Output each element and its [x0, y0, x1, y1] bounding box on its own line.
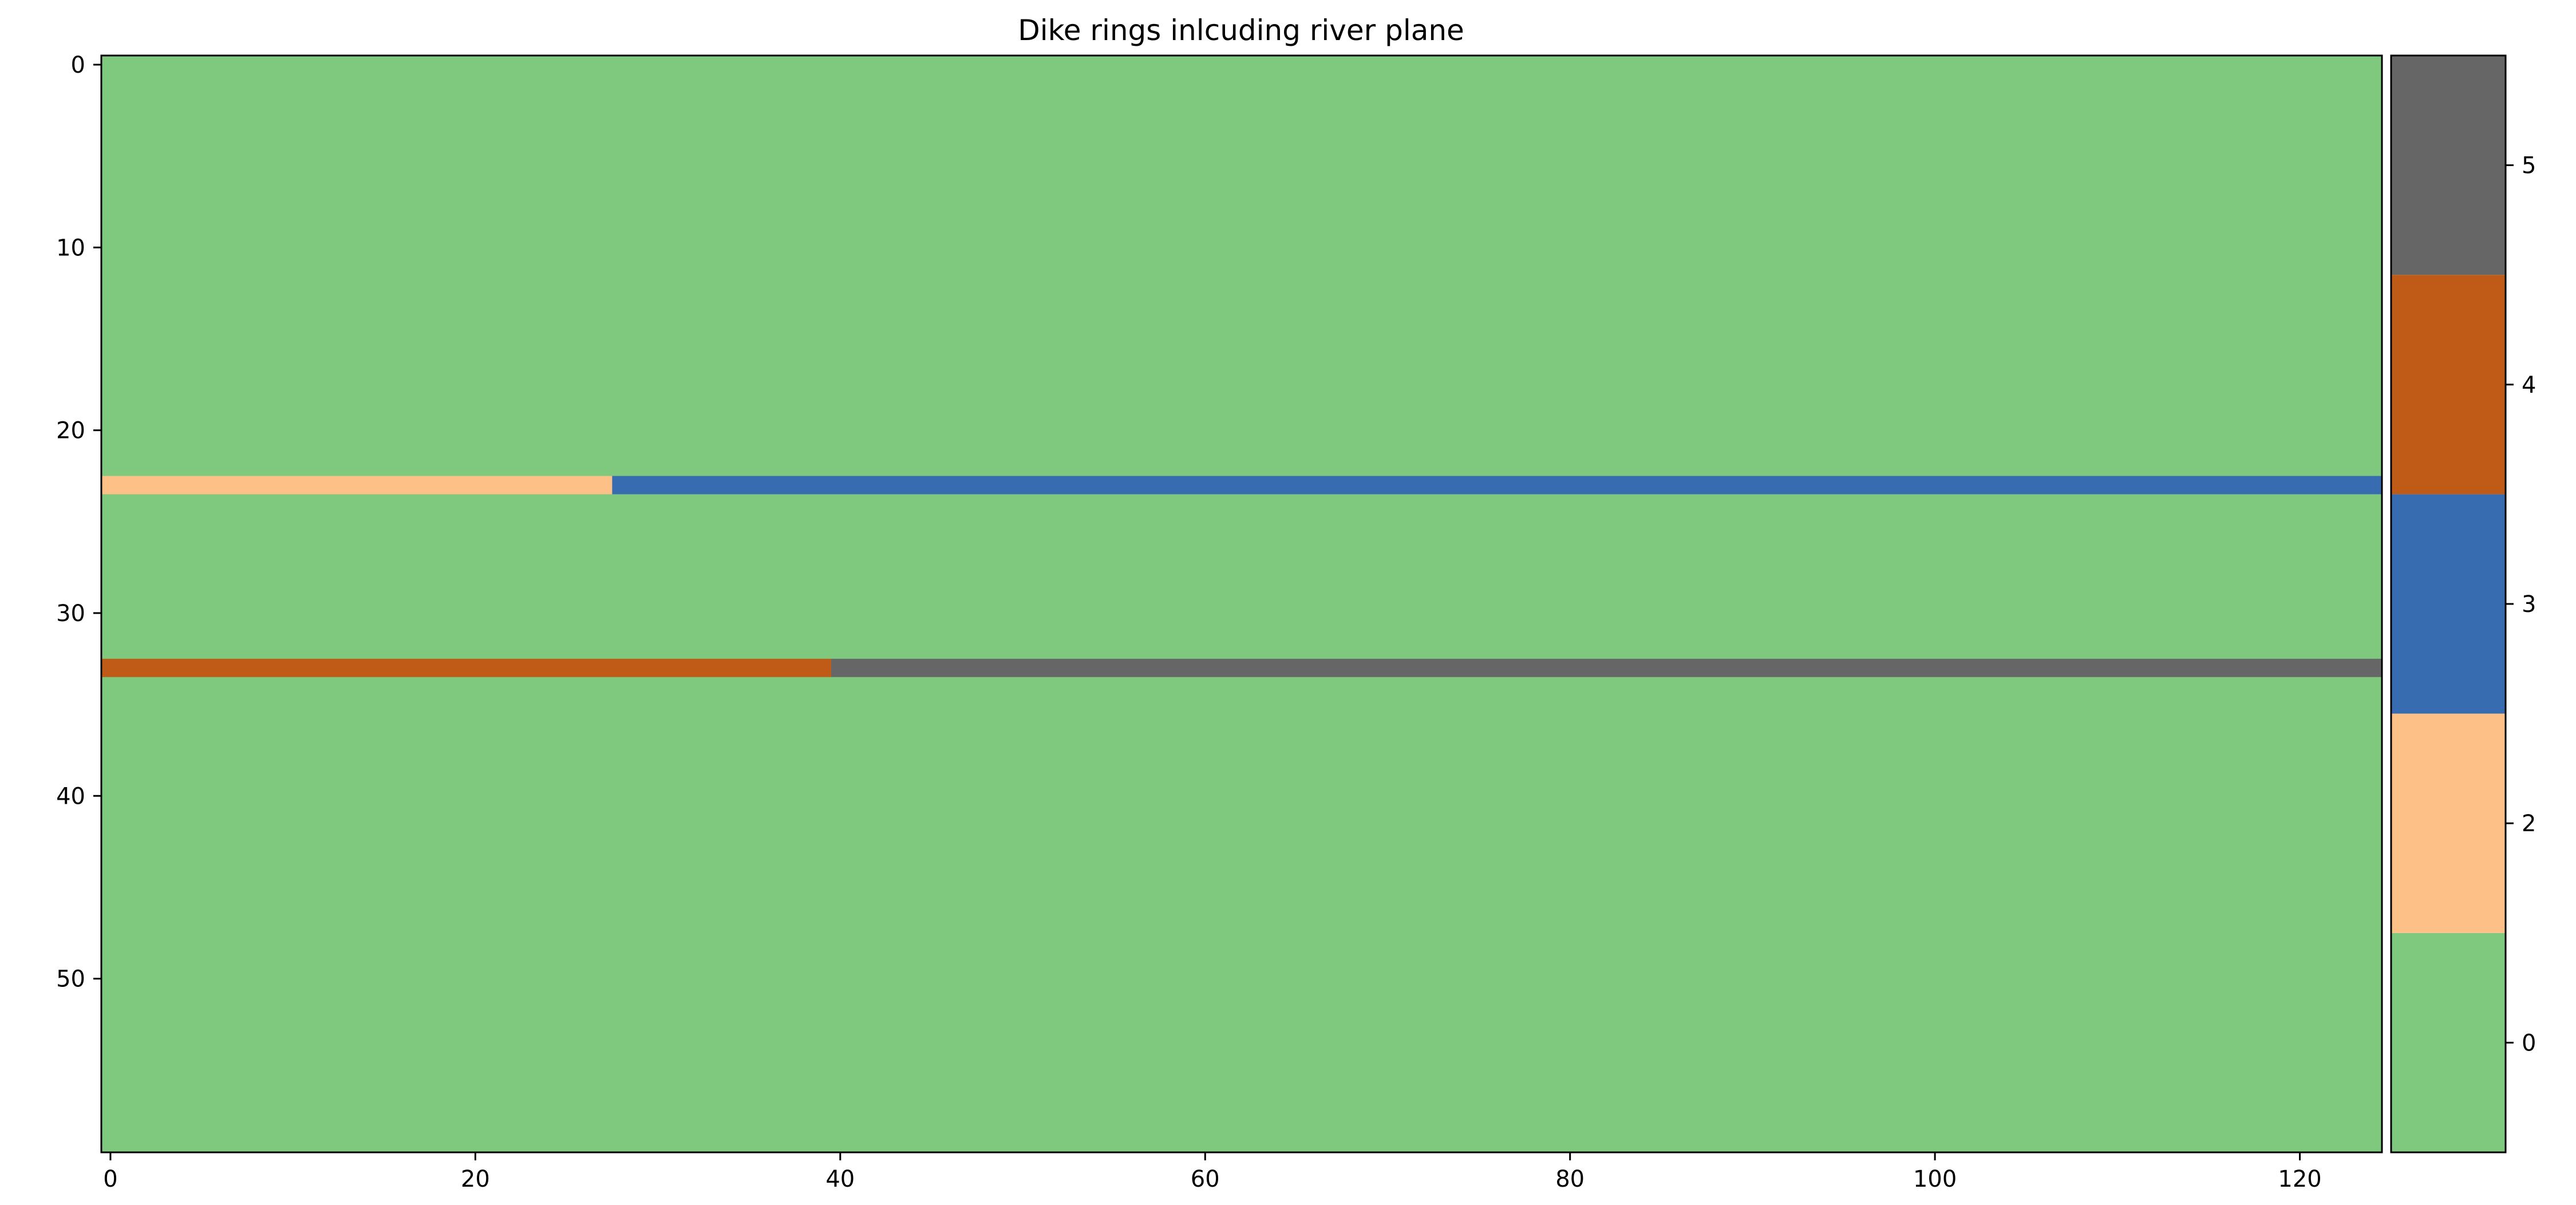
y-tick-label: 30: [56, 600, 85, 627]
x-tick-label: 40: [825, 1166, 855, 1192]
x-tick-label: 80: [1555, 1166, 1585, 1192]
colorbar-tick-label: 4: [2522, 372, 2536, 398]
heatmap-background-cells: [101, 56, 2382, 1152]
chart-title: Dike rings inlcuding river plane: [1018, 14, 1464, 47]
colorbar-tick-label: 2: [2522, 811, 2536, 837]
heatmap-axes: 0 20 40 60 80 100 120 0 10 20 30 40 50: [56, 52, 2383, 1192]
x-tick-label: 120: [2278, 1166, 2321, 1192]
colorbar-segment-2: [2391, 713, 2506, 933]
colorbar-segment-4: [2391, 275, 2506, 495]
plot-frame: [100, 54, 2383, 1153]
x-tick-label: 20: [461, 1166, 490, 1192]
y-tick-label: 40: [56, 783, 85, 809]
colorbar-segment-0: [2391, 933, 2506, 1152]
y-tick-label: 20: [56, 418, 85, 444]
heatmap-cell-strip-value-4: [101, 658, 831, 677]
colorbar-tick-label: 3: [2522, 591, 2536, 618]
colorbar-tick-label: 0: [2522, 1030, 2536, 1056]
colorbar-tick-label: 5: [2522, 153, 2536, 179]
x-tick-label: 0: [103, 1166, 117, 1192]
x-tick-label: 100: [1913, 1166, 1957, 1192]
colorbar: 0 2 3 4 5: [2390, 54, 2536, 1153]
heatmap-cell-strip-value-3: [612, 476, 2382, 495]
x-tick-label: 60: [1191, 1166, 1220, 1192]
y-tick-label: 10: [56, 235, 85, 261]
colorbar-segment-3: [2391, 494, 2506, 714]
colorbar-segment-5: [2391, 56, 2506, 275]
heatmap-cell-strip-value-2: [101, 476, 613, 495]
y-tick-label: 0: [71, 52, 85, 78]
heatmap-plot-area: [101, 56, 2383, 1152]
y-tick-label: 50: [56, 966, 85, 993]
heatmap-cell-strip-value-5: [831, 658, 2383, 677]
